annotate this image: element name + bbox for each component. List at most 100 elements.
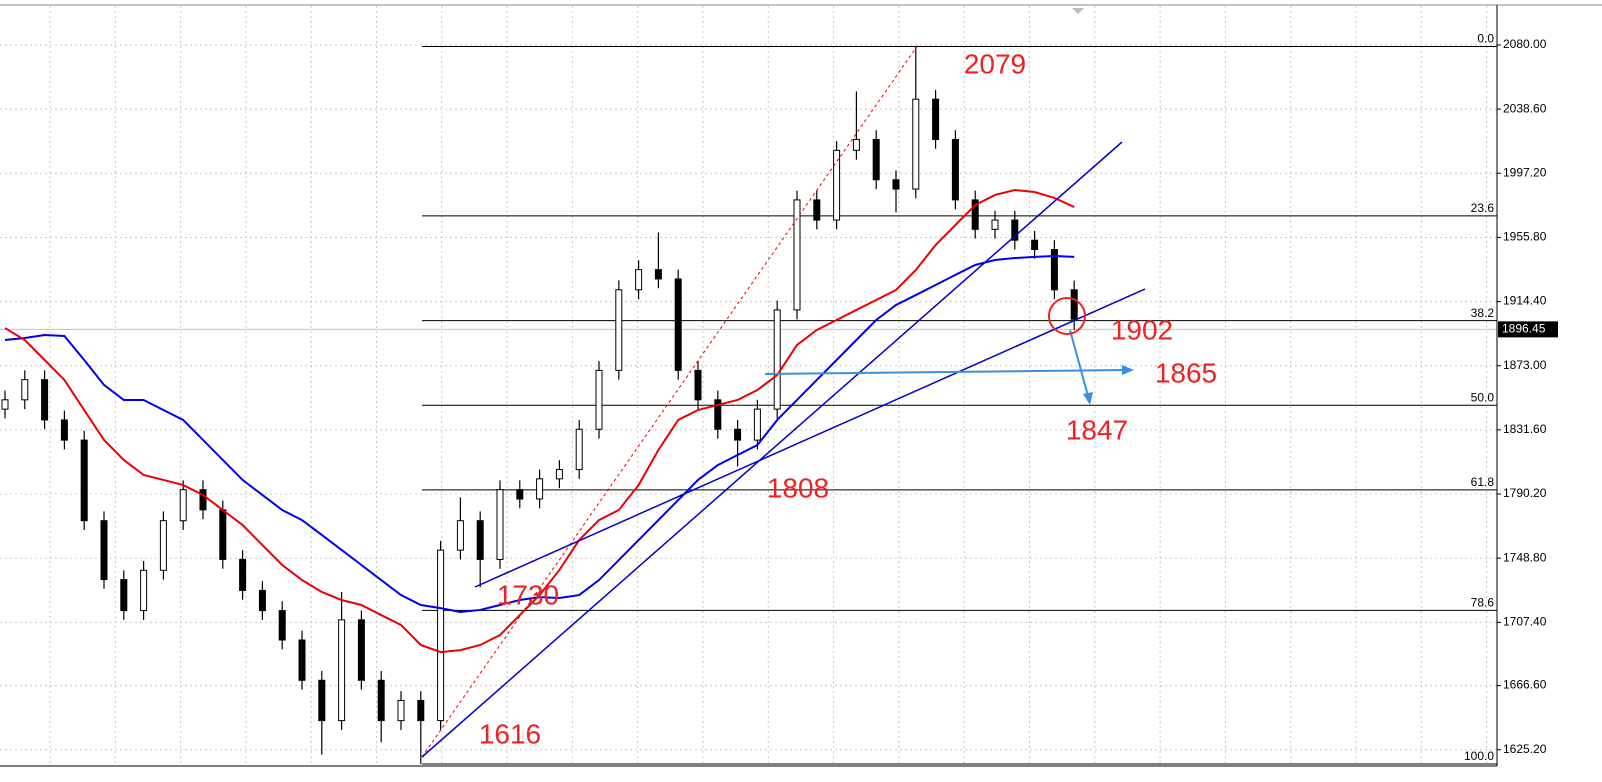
y-tick-label: 1914.40 [1503,294,1547,308]
candle-body [536,478,544,500]
candle-body [793,199,801,311]
candle-body [714,399,722,430]
last-price-label: 1896.45 [1502,322,1546,336]
fib-label: 50.0 [1471,390,1495,404]
candle-body [971,199,979,230]
annotation: 1865 [1155,357,1217,388]
candle-body [813,199,821,221]
annotation: 2079 [964,48,1026,79]
candle-body [753,408,761,441]
fib-label: 100.0 [1464,749,1494,763]
candle-body [278,610,286,641]
highlight-circle [1048,297,1086,335]
candle-body [199,489,207,511]
arrow-line [1069,329,1089,397]
candle-body [734,428,742,441]
candle-body [437,549,445,722]
fib-label: 38.2 [1471,306,1495,320]
fib-label: 23.6 [1471,201,1495,215]
trend-line [421,141,1123,758]
y-tick-label: 1873.00 [1503,358,1547,372]
last-price-box [1498,321,1558,338]
trend-line [474,288,1146,588]
y-tick-label: 2080.00 [1503,37,1547,51]
fib-label: 78.6 [1471,596,1495,610]
drawings [421,44,1146,758]
candle-body [1031,239,1039,250]
candle-body [951,138,959,201]
candle-body [476,520,484,560]
y-tick-label: 1625.20 [1503,742,1547,756]
candle-body [1011,219,1019,241]
candle-body [615,289,623,371]
fibonacci: 0.0 23.6 38.2 50.0 61.8 78.6 100.0 [0,32,1497,765]
y-tick-label: 1748.80 [1503,550,1547,564]
candle-body [239,558,247,591]
candle-body [219,509,227,560]
y-tick-label: 1955.80 [1503,230,1547,244]
candle-body [258,589,266,612]
annotation: 1730 [497,579,559,610]
annotation: 1902 [1111,314,1173,345]
arrow-line [764,369,1127,375]
annotation: 1847 [1066,414,1128,445]
candle-body [912,98,920,190]
candle-body [991,219,999,230]
candle-body [932,98,940,140]
candle-body [41,379,49,421]
candle-body [318,679,326,722]
candle-body [892,179,900,190]
fib-label: 61.8 [1471,475,1495,489]
candle-body [516,489,524,500]
candle-body [21,379,29,401]
price [1,46,1078,764]
candle-body [872,138,880,181]
annotation: 1808 [767,472,829,503]
price-axis: 2080.00 2038.60 1997.20 1955.80 1914.40 1873.… [1497,37,1558,756]
candle-body [80,439,88,522]
candle-body [397,699,405,722]
grid [0,6,1497,766]
candle-body [179,489,187,522]
y-tick-label: 1790.20 [1503,486,1547,500]
candle-body [575,428,583,471]
candle-body [595,369,603,430]
moving-average [4,188,1075,654]
candle-body [833,149,841,221]
candle-body [1,399,9,410]
y-tick-label: 2038.60 [1503,101,1547,115]
candle-body [120,579,128,612]
y-tick-label: 1707.40 [1503,615,1547,629]
candle-body [1050,248,1058,291]
candle-body [555,469,563,480]
fib-trend [421,44,919,758]
candle-body [417,699,425,722]
candle-body [635,269,643,291]
candle-body [100,520,108,581]
annotation: 1616 [479,718,541,749]
candle-body [60,419,68,441]
candle-body [852,138,860,151]
candle-body [654,269,662,280]
candle-body [159,520,167,571]
y-tick-label: 1997.20 [1503,165,1547,179]
candle-body [773,309,781,410]
shift-marker [1072,8,1084,14]
candle-body [140,569,148,612]
candle-body [1070,289,1078,320]
candle-body [674,278,682,371]
candle-body [377,679,385,722]
candle-body [357,619,365,681]
arrow-head [1122,365,1134,375]
y-tick-label: 1831.60 [1503,422,1547,436]
candle-body [496,489,504,560]
arrow-head [1083,392,1093,405]
y-tick-label: 1666.60 [1503,678,1547,692]
candle-body [298,639,306,681]
fib-label: 0.0 [1477,32,1494,46]
candle-body [456,520,464,551]
moving-average [4,255,1075,613]
candle-body [338,619,346,722]
